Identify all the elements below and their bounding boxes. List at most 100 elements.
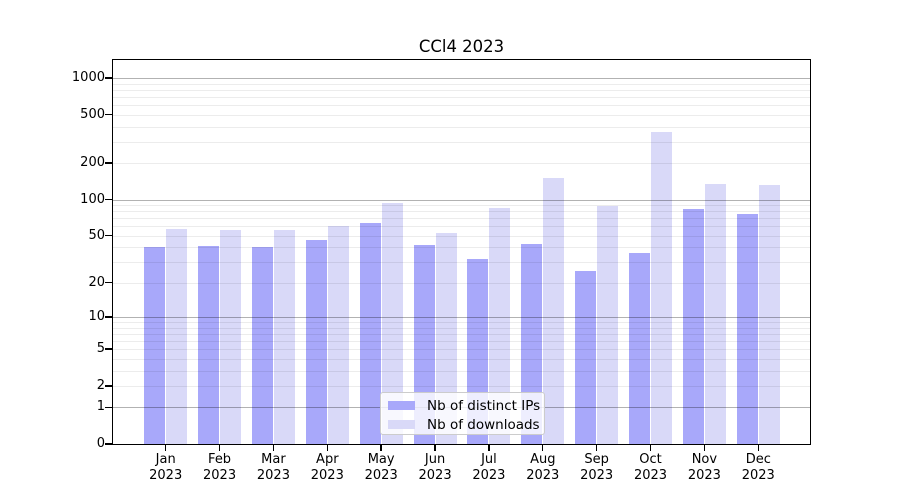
minor-gridline xyxy=(113,141,810,143)
y-tick-mark xyxy=(105,77,112,79)
minor-gridline xyxy=(113,322,810,323)
minor-gridline xyxy=(113,126,810,128)
x-tick-label: Apr 2023 xyxy=(310,452,344,483)
minor-gridline xyxy=(113,385,810,387)
bar-distinct-ips-may xyxy=(359,222,381,444)
minor-gridline xyxy=(113,370,810,372)
bar-downloads-sep xyxy=(597,206,619,444)
bar-downloads-may xyxy=(381,202,403,444)
x-tick-label: Sep 2023 xyxy=(580,452,614,483)
legend-item-downloads: Nb of downloads xyxy=(388,415,540,434)
y-tick-label: 1 xyxy=(96,399,105,415)
x-tick-label: Mar 2023 xyxy=(256,452,290,483)
y-tick-label: 5 xyxy=(96,341,105,357)
y-tick-mark xyxy=(105,443,112,445)
y-tick-label: 500 xyxy=(80,106,105,122)
y-tick-label: 50 xyxy=(88,227,105,243)
bar-downloads-mar xyxy=(273,229,295,444)
major-gridline xyxy=(113,78,810,80)
minor-gridline xyxy=(113,205,810,207)
x-tick-label: May 2023 xyxy=(364,452,398,483)
minor-gridline xyxy=(113,89,810,91)
x-tick-mark xyxy=(542,444,544,451)
minor-gridline xyxy=(113,340,810,342)
grid-layer xyxy=(113,60,810,444)
x-tick-label: Dec 2023 xyxy=(741,452,775,483)
minor-gridline xyxy=(113,83,810,85)
x-tick-mark xyxy=(326,444,328,451)
chart-title: CCl4 2023 xyxy=(418,37,505,56)
minor-gridline xyxy=(113,262,810,264)
bar-distinct-ips-jan xyxy=(144,247,166,444)
bar-distinct-ips-mar xyxy=(251,247,273,444)
bar-distinct-ips-dec xyxy=(736,213,758,444)
bar-distinct-ips-nov xyxy=(682,208,704,444)
y-tick-mark xyxy=(105,385,112,387)
y-tick-label: 20 xyxy=(88,274,105,290)
x-tick-mark xyxy=(757,444,759,451)
x-tick-mark xyxy=(434,444,436,451)
bar-downloads-jul xyxy=(489,208,511,444)
minor-gridline xyxy=(113,247,810,249)
minor-gridline xyxy=(113,96,810,98)
bar-downloads-jan xyxy=(166,228,188,444)
x-tick-mark xyxy=(380,444,382,451)
legend-label-downloads: Nb of downloads xyxy=(427,416,540,433)
bar-distinct-ips-sep xyxy=(575,271,597,444)
x-tick-mark xyxy=(272,444,275,451)
x-tick-label: Nov 2023 xyxy=(687,452,721,483)
legend-item-distinct-ips: Nb of distinct IPs xyxy=(388,396,540,415)
x-tick-label: Oct 2023 xyxy=(633,452,668,483)
legend-swatch-downloads xyxy=(388,420,415,429)
y-tick-mark xyxy=(105,282,112,284)
x-tick-label: Feb 2023 xyxy=(203,452,237,483)
bar-distinct-ips-oct xyxy=(629,252,651,444)
y-tick-mark xyxy=(105,162,112,164)
minor-gridline xyxy=(113,114,810,116)
minor-gridline xyxy=(113,333,810,335)
x-tick-label: Aug 2023 xyxy=(526,452,560,483)
bar-downloads-aug xyxy=(543,178,565,444)
minor-gridline xyxy=(113,218,810,220)
bar-downloads-apr xyxy=(327,226,349,444)
x-tick-mark xyxy=(649,444,652,451)
minor-gridline xyxy=(113,235,810,237)
major-gridline xyxy=(113,317,810,318)
minor-gridline xyxy=(113,358,810,360)
y-tick-mark xyxy=(105,114,112,116)
x-tick-mark xyxy=(488,444,490,451)
y-tick-mark xyxy=(105,348,112,350)
y-tick-label: 100 xyxy=(80,191,105,207)
minor-gridline xyxy=(113,327,810,329)
legend-label-distinct-ips: Nb of distinct IPs xyxy=(427,397,541,414)
y-tick-label: 1000 xyxy=(71,70,105,86)
minor-gridline xyxy=(113,163,810,165)
minor-gridline xyxy=(113,282,810,284)
x-tick-label: Jun 2023 xyxy=(418,452,452,483)
minor-gridline xyxy=(113,211,810,213)
bar-downloads-feb xyxy=(220,229,242,444)
bar-distinct-ips-feb xyxy=(198,246,220,444)
x-tick-label: Jan 2023 xyxy=(149,452,183,483)
y-tick-mark xyxy=(105,406,112,408)
y-tick-label: 200 xyxy=(80,155,105,171)
bar-distinct-ips-apr xyxy=(305,240,327,444)
major-gridline xyxy=(113,199,810,201)
x-tick-mark xyxy=(703,444,706,451)
bar-downloads-oct xyxy=(651,131,673,444)
x-tick-label: Jul 2023 xyxy=(472,452,506,483)
minor-gridline xyxy=(113,226,810,228)
y-tick-mark xyxy=(105,235,112,237)
legend: Nb of distinct IPs Nb of downloads xyxy=(380,392,545,435)
legend-swatch-distinct-ips xyxy=(388,401,415,410)
y-tick-label: 2 xyxy=(96,377,105,393)
x-tick-mark xyxy=(218,444,221,451)
y-tick-label: 0 xyxy=(96,436,105,451)
y-tick-label: 10 xyxy=(88,308,105,324)
bar-downloads-jun xyxy=(435,232,457,444)
y-tick-mark xyxy=(105,316,112,318)
plot-area xyxy=(112,59,811,445)
y-tick-mark xyxy=(105,198,112,201)
bar-downloads-nov xyxy=(704,183,726,444)
